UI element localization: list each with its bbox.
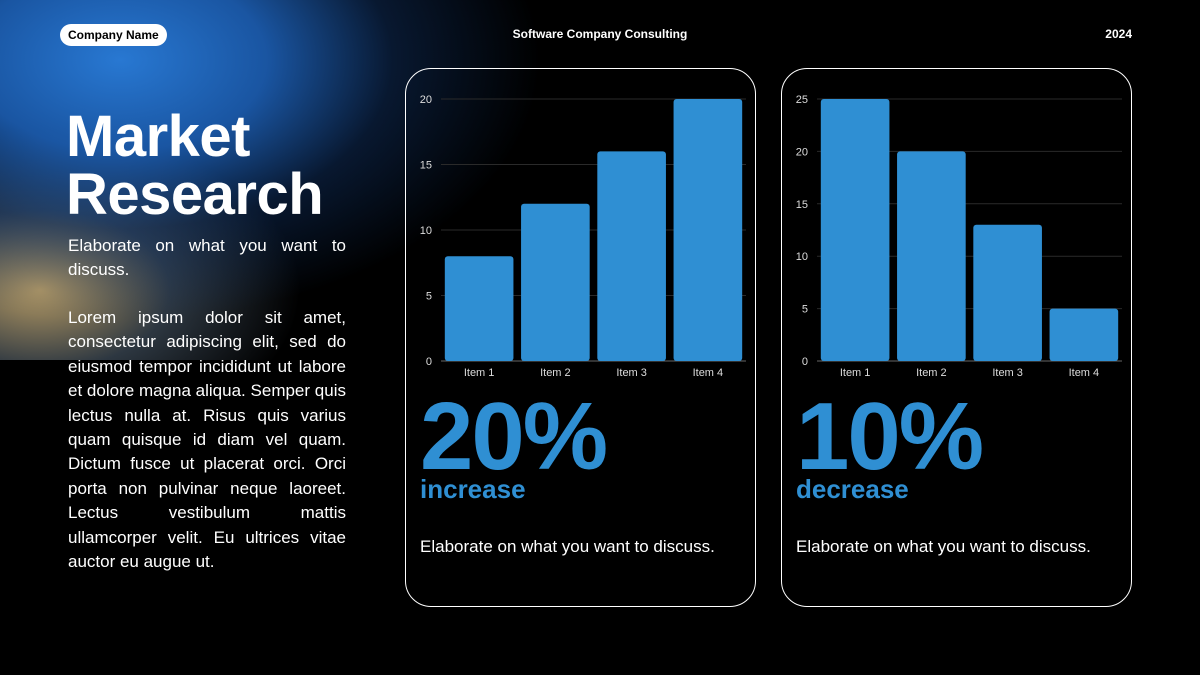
bar [820, 99, 890, 361]
chart-card-increase: 0 5 10 15 20 Item 1 Item 2 Item 3 Item 4 20% inc… [405, 68, 756, 607]
chart-card-decrease: 0 5 10 15 20 25 Item 1 Item 2 Item 3 Item 4 10% d… [781, 68, 1132, 607]
bar [973, 224, 1042, 361]
page-subtitle: Elaborate on what you want to discuss. [68, 236, 346, 279]
header-title: Software Company Consulting [512, 27, 688, 41]
y-tick-label: 10 [796, 251, 808, 263]
header-year: 2024 [1105, 27, 1132, 41]
page-title: Market Research [66, 104, 324, 227]
x-tick-label: Item 3 [616, 367, 647, 379]
x-tick-label: Item 3 [992, 367, 1023, 379]
bar [444, 256, 514, 361]
y-tick-label: 15 [420, 160, 432, 172]
y-tick-label: 0 [802, 356, 808, 368]
x-tick-label: Item 4 [693, 367, 724, 379]
y-tick-label: 20 [796, 146, 808, 158]
card-description: Elaborate on what you want to discuss. [796, 537, 1091, 556]
percent-label: decrease [796, 474, 909, 504]
body-paragraph: Lorem ipsum dolor sit amet, consectetur … [68, 308, 346, 572]
x-tick-label: Item 2 [540, 367, 571, 379]
y-tick-label: 10 [420, 225, 432, 237]
bar [897, 151, 966, 361]
percent-label: increase [420, 474, 526, 504]
y-tick-label: 5 [426, 291, 432, 303]
percent-value: 20% [420, 383, 608, 490]
bar [1049, 308, 1119, 361]
x-tick-label: Item 2 [916, 367, 947, 379]
bar-chart-decrease: 0 5 10 15 20 25 Item 1 Item 2 Item 3 Item 4 [796, 94, 1122, 379]
bar [521, 203, 590, 361]
card-description: Elaborate on what you want to discuss. [420, 537, 715, 556]
y-tick-label: 25 [796, 94, 808, 106]
percent-value: 10% [796, 383, 984, 490]
company-name-badge: Company Name [60, 24, 167, 46]
x-tick-label: Item 4 [1069, 367, 1100, 379]
y-tick-label: 0 [426, 356, 432, 368]
y-tick-label: 5 [802, 304, 808, 316]
bar-chart-increase: 0 5 10 15 20 Item 1 Item 2 Item 3 Item 4 [420, 94, 746, 379]
x-tick-label: Item 1 [840, 367, 871, 379]
bar [597, 151, 666, 361]
y-tick-label: 15 [796, 199, 808, 211]
x-tick-label: Item 1 [464, 367, 495, 379]
y-tick-label: 20 [420, 94, 432, 106]
bar [673, 99, 743, 361]
